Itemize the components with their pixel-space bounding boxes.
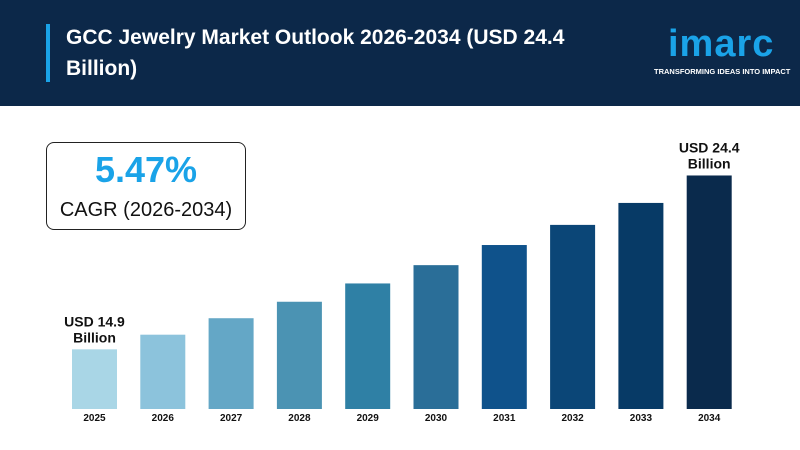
bar-2027 <box>208 318 254 409</box>
page-title: GCC Jewelry Market Outlook 2026-2034 (US… <box>66 26 565 80</box>
x-tick-2030: 2030 <box>425 413 448 424</box>
data-label-unit-2034: Billion <box>688 155 731 171</box>
logo-wordmark: imarc <box>668 23 775 65</box>
x-tick-2027: 2027 <box>220 413 243 424</box>
bar-2028 <box>276 301 322 409</box>
x-tick-2034: 2034 <box>698 413 721 424</box>
bar-2026 <box>140 334 186 409</box>
title-accent-bar <box>46 24 50 82</box>
x-tick-2028: 2028 <box>288 413 311 424</box>
cagr-box: 5.47% CAGR (2026-2034) <box>46 142 246 230</box>
x-tick-2033: 2033 <box>630 413 653 424</box>
logo-tagline: TRANSFORMING IDEAS INTO IMPACT <box>654 67 791 76</box>
bar-2034 <box>686 175 732 409</box>
x-tick-2031: 2031 <box>493 413 516 424</box>
cagr-value: 5.47% <box>94 149 198 190</box>
x-tick-2029: 2029 <box>357 413 380 424</box>
x-tick-2026: 2026 <box>152 413 175 424</box>
bar-2025 <box>72 349 117 409</box>
data-label-unit-2025: Billion <box>73 329 116 345</box>
x-tick-2025: 2025 <box>83 413 106 424</box>
data-label-2034: USD 24.4 <box>679 139 740 155</box>
bar-2029 <box>345 283 391 409</box>
bar-2032 <box>550 224 596 409</box>
x-tick-2032: 2032 <box>561 413 584 424</box>
bar-2030 <box>413 265 459 409</box>
header: GCC Jewelry Market Outlook 2026-2034 (US… <box>0 0 800 106</box>
data-label-2025: USD 14.9 <box>64 313 125 329</box>
imarc-logo: imarc TRANSFORMING IDEAS INTO IMPACT <box>654 24 796 76</box>
cagr-label: CAGR (2026-2034) <box>59 199 233 221</box>
bar-2033 <box>618 202 664 409</box>
bar-2031 <box>481 245 527 409</box>
